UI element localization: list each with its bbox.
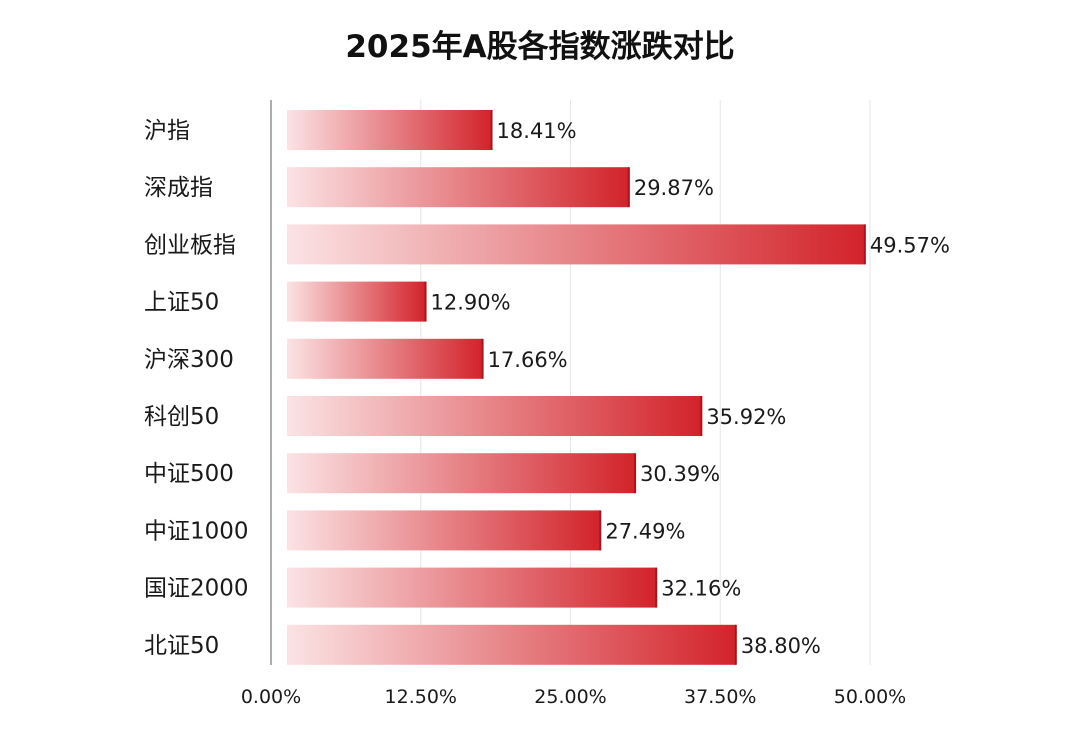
category-label: 沪指 [144, 118, 190, 144]
category-label: 创业板指 [144, 232, 236, 258]
bar [287, 396, 702, 436]
value-label: 29.87% [634, 176, 714, 200]
value-label: 38.80% [741, 634, 821, 658]
value-labels: 18.41% 29.87% 49.57% 12.90% 17.66% 35.92% 30.3… [431, 119, 950, 658]
bar [287, 338, 483, 379]
value-label: 12.90% [431, 291, 511, 315]
value-label: 18.41% [497, 119, 577, 143]
category-label: 国证2000 [144, 576, 249, 602]
value-label: 32.16% [661, 577, 741, 601]
x-tick-labels: 0.00% 12.50% 25.00% 37.50% 50.00% [241, 686, 906, 708]
bars-layer [287, 110, 866, 665]
category-label: 中证500 [144, 461, 234, 487]
category-label: 科创50 [144, 404, 219, 430]
value-label: 30.39% [640, 462, 720, 486]
category-label: 上证50 [144, 290, 219, 316]
bar [287, 224, 865, 265]
bar [287, 567, 657, 608]
category-label: 北证50 [144, 633, 219, 659]
bar [287, 624, 736, 665]
value-label: 49.57% [870, 233, 950, 257]
x-tick-label: 50.00% [834, 686, 906, 708]
category-label: 中证1000 [144, 518, 249, 544]
x-tick-label: 25.00% [534, 686, 606, 708]
value-label: 27.49% [605, 519, 685, 543]
category-label: 沪深300 [144, 347, 234, 373]
x-tick-label: 0.00% [241, 686, 301, 708]
bar [287, 167, 629, 208]
bar [287, 110, 492, 150]
bar [287, 510, 601, 551]
x-tick-label: 12.50% [385, 686, 457, 708]
bar [287, 453, 636, 494]
bar [287, 281, 426, 322]
value-label: 17.66% [488, 348, 568, 372]
x-tick-label: 37.50% [684, 686, 756, 708]
value-label: 35.92% [706, 405, 786, 429]
category-label: 深成指 [144, 175, 213, 201]
chart-title: 2025年A股各指数涨跌对比 [345, 29, 734, 65]
